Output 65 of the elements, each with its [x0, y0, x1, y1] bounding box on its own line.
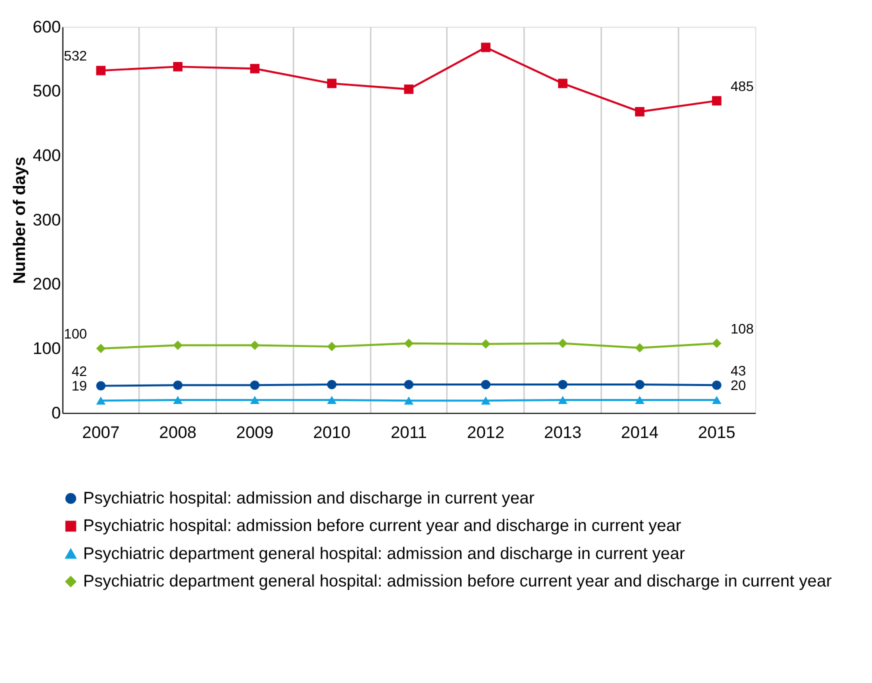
data-label: 42 — [72, 362, 87, 379]
y-tick-label: 500 — [32, 82, 61, 101]
point — [635, 396, 644, 404]
data-label: 532 — [64, 48, 87, 64]
point — [173, 380, 183, 390]
data-label: 100 — [64, 326, 88, 342]
point — [173, 396, 183, 404]
point — [635, 107, 644, 116]
legend-label: Psychiatric hospital: admission before current year and discharge in current year — [83, 516, 682, 536]
point — [635, 343, 644, 353]
legend-label: Psychiatric department general hospital: admission before current year and discharge in current year — [83, 572, 832, 591]
point — [250, 396, 260, 404]
point — [481, 339, 490, 349]
x-tick-label: 2009 — [236, 423, 274, 442]
point — [404, 84, 414, 94]
x-tick-label: 2015 — [698, 423, 736, 442]
x-tick-label: 2008 — [159, 423, 197, 442]
data-label: 43 — [730, 362, 746, 378]
point — [327, 396, 336, 404]
point — [404, 396, 414, 405]
data-label: 108 — [730, 320, 754, 336]
y-tick-label: 400 — [32, 146, 61, 165]
x-tick-label: 2010 — [313, 423, 350, 442]
point — [404, 380, 414, 390]
point — [404, 338, 414, 348]
point — [327, 78, 336, 88]
x-tick-label: 2011 — [390, 423, 427, 442]
point — [712, 396, 722, 404]
point — [327, 342, 336, 352]
point — [481, 380, 490, 390]
point — [96, 66, 106, 76]
data-label: 485 — [730, 78, 754, 94]
x-tick-label: 2012 — [467, 423, 504, 442]
x-tick-label: 2007 — [82, 423, 120, 442]
point — [250, 64, 260, 74]
y-axis-title: Number of days — [10, 156, 29, 284]
y-tick-label: 100 — [32, 338, 61, 358]
point — [327, 380, 336, 390]
point — [558, 380, 568, 390]
legend-label: Psychiatric hospital: admission and discharge in current year — [83, 488, 535, 508]
x-tick-label: 2013 — [544, 423, 582, 442]
point — [96, 396, 106, 405]
point — [712, 338, 722, 348]
point — [96, 381, 106, 390]
point — [712, 380, 722, 390]
point — [250, 340, 260, 350]
y-tick-label: 600 — [32, 17, 61, 36]
legend-label: Psychiatric department general hospital: admission and discharge in current year — [83, 544, 686, 563]
y-tick-label: 300 — [32, 210, 61, 230]
y-tick-label: 0 — [52, 403, 61, 422]
point — [558, 78, 568, 88]
point — [173, 340, 183, 350]
point — [481, 396, 490, 405]
point — [635, 380, 644, 390]
data-label: 19 — [72, 378, 88, 394]
point — [481, 42, 490, 52]
point — [173, 62, 183, 72]
point — [558, 396, 568, 404]
point — [250, 380, 260, 390]
y-tick-label: 200 — [32, 274, 61, 294]
point — [96, 344, 106, 354]
point — [712, 96, 722, 106]
point — [558, 338, 568, 348]
x-tick-label: 2014 — [621, 423, 658, 442]
data-label: 20 — [730, 377, 746, 394]
